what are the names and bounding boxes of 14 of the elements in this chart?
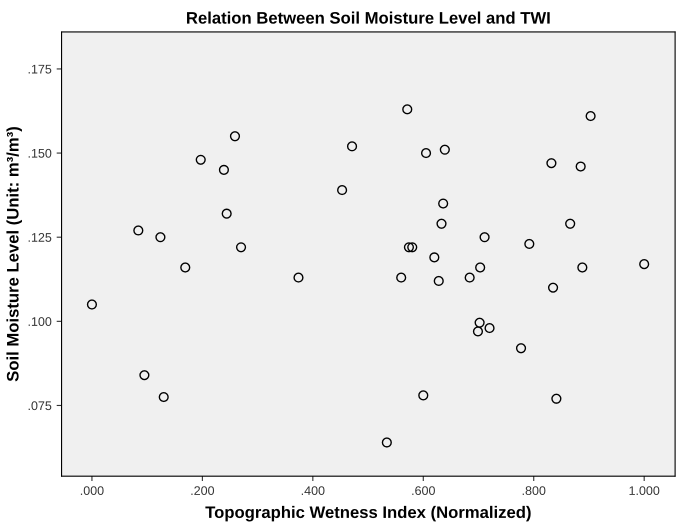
x-tick-label: .400 — [302, 486, 325, 496]
x-tick-label: .000 — [80, 486, 104, 496]
x-tick-label: .800 — [522, 486, 546, 496]
y-tick-label: .075 — [28, 401, 52, 410]
y-axis-title: Soil Moisture Level (Unit: m³/m³) — [6, 127, 22, 382]
x-axis-title: Topographic Wetness Index (Normalized) — [205, 506, 531, 522]
x-tick-label: 1.000 — [629, 486, 660, 496]
y-tick-label: .175 — [28, 64, 52, 74]
y-tick-label: .100 — [28, 317, 52, 326]
chart-title: Relation Between Soil Moisture Level and TWI — [187, 12, 550, 24]
y-tick-label: .150 — [28, 148, 52, 158]
x-tick-label: .600 — [412, 486, 435, 496]
y-tick-label: .125 — [28, 233, 52, 242]
x-tick-label: .200 — [191, 486, 214, 496]
